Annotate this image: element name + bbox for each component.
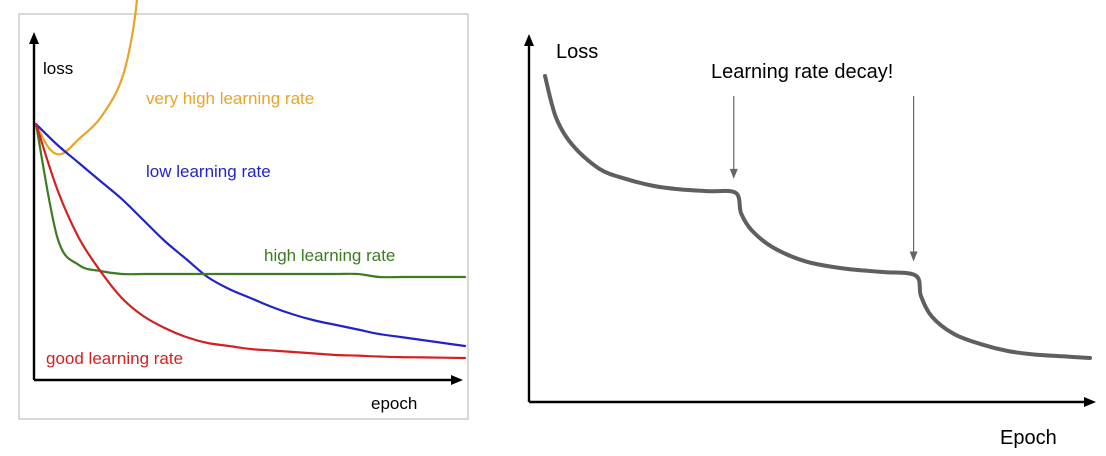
right-chart: Loss Epoch Learning rate decay! (524, 34, 1096, 449)
decay-arrow-head-0 (729, 168, 738, 179)
series-label-very-high: very high learning rate (146, 89, 314, 108)
series-label-high: high learning rate (264, 246, 395, 265)
left-x-axis-arrow (451, 375, 463, 385)
left-y-axis-arrow (29, 32, 39, 44)
right-x-axis-arrow (1084, 397, 1096, 407)
right-series-group (543, 74, 1092, 360)
left-series-line-0 (34, 0, 139, 156)
left-chart-border (18, 13, 469, 420)
decay-arrows (729, 96, 918, 262)
right-series-line (543, 74, 1092, 360)
series-label-good: good learning rate (46, 349, 183, 368)
left-series-group (34, 0, 467, 360)
decay-arrow-head-1 (909, 251, 918, 262)
left-series-line-3 (34, 122, 467, 360)
right-y-axis-label: Loss (556, 41, 598, 63)
series-label-low: low learning rate (146, 162, 271, 181)
left-x-axis-label: epoch (371, 394, 417, 413)
left-y-axis-label: loss (43, 59, 73, 78)
decay-annotation: Learning rate decay! (711, 61, 893, 83)
right-x-axis-label: Epoch (1000, 427, 1057, 449)
right-y-axis-arrow (524, 34, 534, 46)
left-chart: loss epoch very high learning rate low l… (18, 0, 469, 420)
left-series-line-1 (34, 122, 467, 348)
